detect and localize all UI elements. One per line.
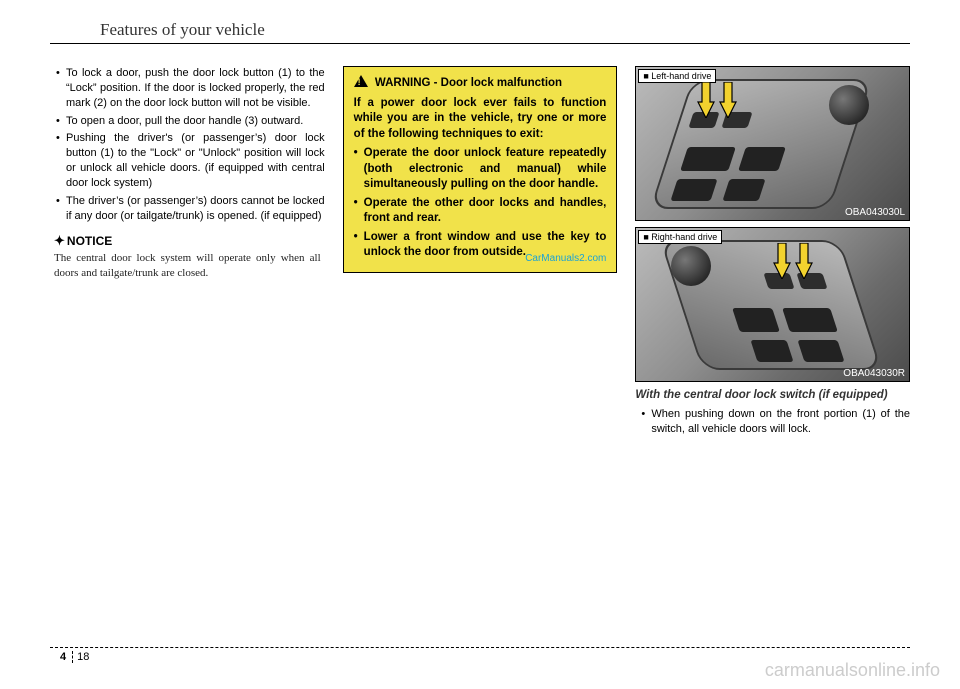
manual-page: Features of your vehicle To lock a door,… [50,20,910,669]
figure-left-hand-drive: ■ Left-hand drive OBA043030L [635,66,910,221]
page-title: Features of your vehicle [50,20,910,44]
column-3: ■ Left-hand drive OBA043030L [635,66,910,440]
warning-triangle-icon [354,75,368,87]
warning-item: Operate the other door locks and handles… [354,196,607,227]
warning-box: WARNING - Door lock malfunction If a pow… [343,66,618,273]
callout-arrow-icon [696,82,716,118]
notice-label: NOTICE [67,234,112,248]
column-2: WARNING - Door lock malfunction If a pow… [343,66,618,440]
figure-code: OBA043030R [843,368,905,379]
section-number: 4 [50,651,73,663]
subheading: With the central door lock switch (if eq… [635,388,910,403]
warning-title: WARNING - Door lock malfunction [375,77,562,89]
figure-label: ■ Right-hand drive [638,230,722,244]
column-1: To lock a door, push the door lock butto… [50,66,325,440]
instruction-item: To open a door, pull the door handle (3)… [56,114,325,129]
callout-arrow-icon [794,243,814,279]
instruction-list: When pushing down on the front portion (… [635,407,910,437]
notice-icon: ✦ [54,233,65,248]
page-footer: 418 [50,647,910,663]
figure-label: ■ Left-hand drive [638,69,716,83]
warning-title-row: WARNING - Door lock malfunction [354,75,607,92]
callout-arrow-icon [772,243,792,279]
warning-intro: If a power door lock ever fails to funct… [354,96,607,143]
warning-item: Operate the door unlock feature repeated… [354,146,607,193]
figure-code: OBA043030L [845,207,905,218]
instruction-item: Pushing the driver's (or passenger’s) do… [56,131,325,190]
door-panel-illustration [636,67,909,220]
instruction-list: To lock a door, push the door lock butto… [50,66,325,223]
notice-body: The central door lock system will operat… [50,251,325,280]
warning-list: Operate the door unlock feature repeated… [354,146,607,261]
figure-right-hand-drive: ■ Right-hand drive OBA043030R [635,227,910,382]
source-watermark: CarManuals2.com [525,252,606,266]
page-number: 18 [73,651,89,663]
instruction-item: The driver’s (or passenger’s) doors cann… [56,194,325,224]
instruction-item: To lock a door, push the door lock butto… [56,66,325,111]
callout-arrow-icon [718,82,738,118]
notice-heading: ✦NOTICE [54,233,325,249]
instruction-item: When pushing down on the front portion (… [641,407,910,437]
content-columns: To lock a door, push the door lock butto… [50,66,910,440]
